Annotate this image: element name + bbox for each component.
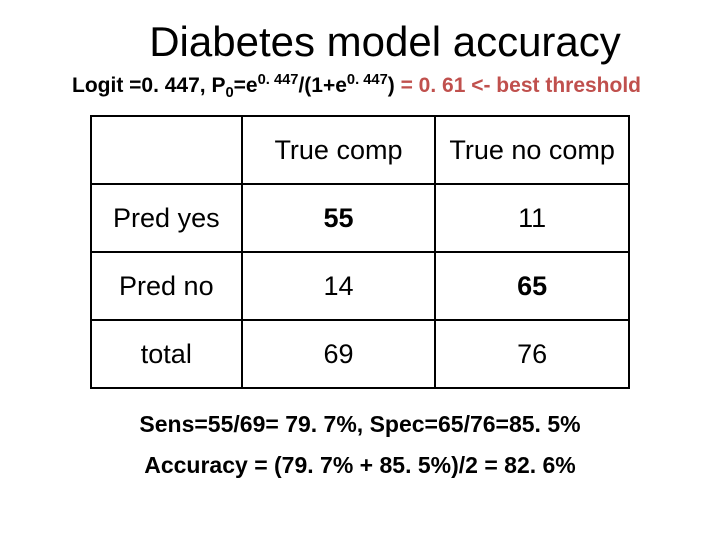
table-header-row: True comp True no comp — [91, 116, 629, 184]
page-title: Diabetes model accuracy — [0, 0, 720, 66]
subtitle-main: Logit =0. 447, P0=e0. 447/(1+e0. 447) — [72, 74, 401, 97]
sub-p0: 0 — [225, 85, 233, 101]
cell-r0c1: 55 — [242, 184, 436, 252]
sub-close: ) — [388, 74, 401, 97]
sub-mid: /(1+e — [298, 74, 346, 97]
cell-r1c1: 14 — [242, 252, 436, 320]
confusion-table-wrap: True comp True no comp Pred yes 55 11 Pr… — [0, 101, 720, 389]
header-empty — [91, 116, 242, 184]
sens-spec-line: Sens=55/69= 79. 7%, Spec=65/76=85. 5% — [0, 389, 720, 438]
cell-r1c2: 65 — [435, 252, 629, 320]
row-label-pred-yes: Pred yes — [91, 184, 242, 252]
cell-r0c2: 11 — [435, 184, 629, 252]
sub-exp2: 0. 447 — [347, 72, 388, 88]
row-label-total: total — [91, 320, 242, 388]
row-label-pred-no: Pred no — [91, 252, 242, 320]
sub-exp1: 0. 447 — [258, 72, 299, 88]
subtitle-red: = 0. 61 <- best threshold — [401, 74, 641, 97]
sub-prefix: Logit =0. 447, P — [72, 74, 225, 97]
table-row: total 69 76 — [91, 320, 629, 388]
subtitle-line: Logit =0. 447, P0=e0. 447/(1+e0. 447) = … — [0, 66, 720, 101]
cell-r2c2: 76 — [435, 320, 629, 388]
table-row: Pred no 14 65 — [91, 252, 629, 320]
header-true-comp: True comp — [242, 116, 436, 184]
accuracy-line: Accuracy = (79. 7% + 85. 5%)/2 = 82. 6% — [0, 438, 720, 479]
confusion-table: True comp True no comp Pred yes 55 11 Pr… — [90, 115, 630, 389]
table-row: Pred yes 55 11 — [91, 184, 629, 252]
cell-r2c1: 69 — [242, 320, 436, 388]
header-true-no-comp: True no comp — [435, 116, 629, 184]
sub-eq: =e — [234, 74, 258, 97]
